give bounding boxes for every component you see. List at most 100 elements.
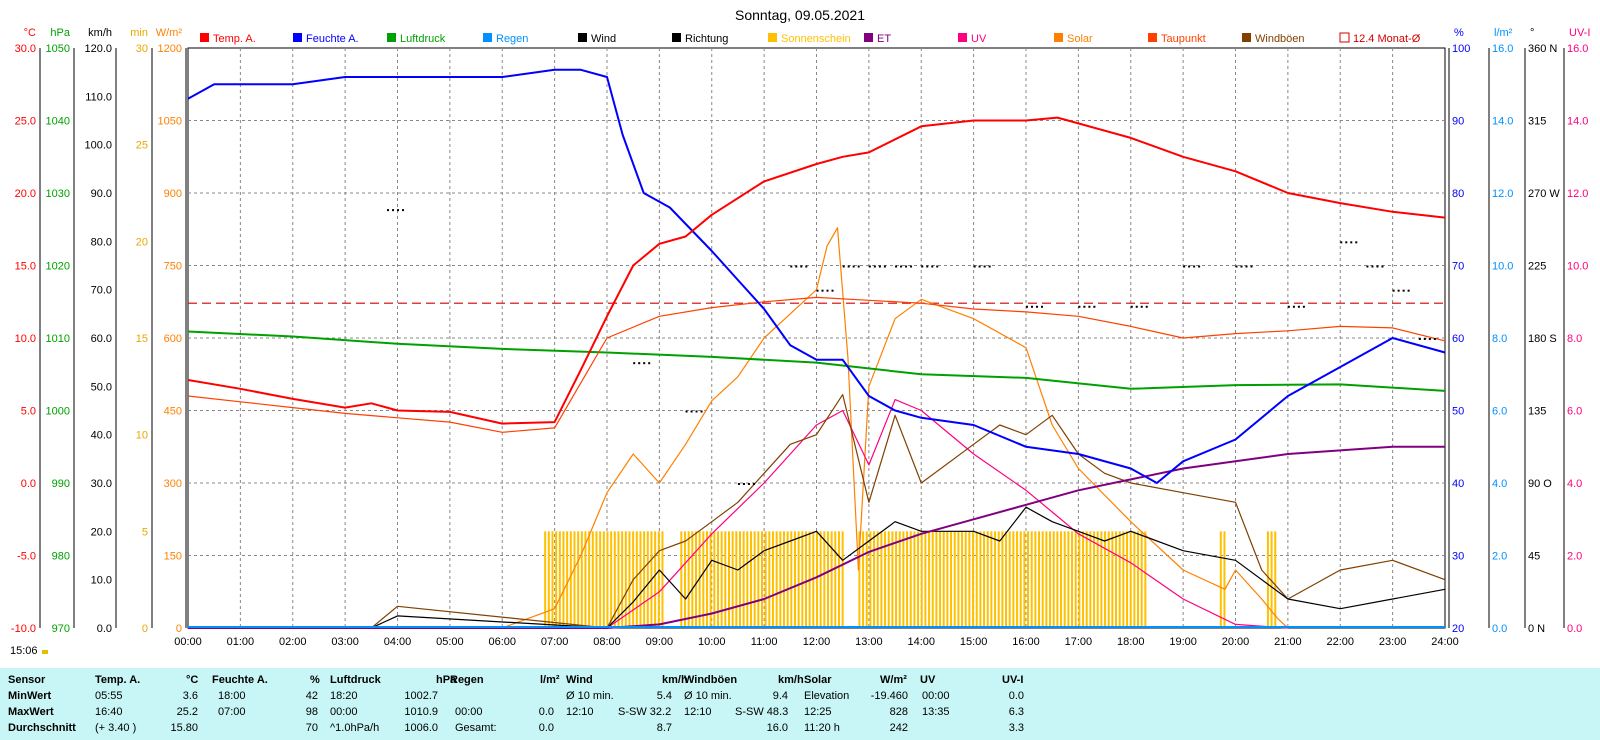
axis-tick-label: 100 (1452, 43, 1470, 55)
gusts-value: 9.4 (772, 690, 788, 702)
axis-tick-label: 70 (1452, 261, 1464, 273)
axis-tick-label: 90 (1452, 116, 1464, 128)
direction-point (1088, 305, 1091, 308)
axis-tick-label: 60.0 (91, 333, 112, 345)
direction-point (921, 265, 924, 268)
sunshine-bar (979, 531, 982, 628)
wind-time: Ø 10 min. (566, 690, 614, 702)
row-label: MaxWert (8, 706, 54, 718)
sunshine-bar (643, 531, 646, 628)
sunshine-bar (1008, 531, 1011, 628)
axis-tick-label: 90 O (1528, 478, 1552, 490)
direction-point (1292, 305, 1295, 308)
axis-unit-label: min (130, 27, 148, 39)
axis-tick-label: 980 (52, 551, 70, 563)
direction-point (1350, 241, 1353, 244)
gusts-value: 16.0 (766, 722, 788, 734)
axis-tick-label: 150 (164, 551, 182, 563)
sunshine-bar (1067, 531, 1070, 628)
sunshine-bar (957, 531, 960, 628)
x-tick-label: 12:00 (803, 636, 831, 648)
sunshine-bar (613, 531, 616, 628)
direction-point (973, 265, 976, 268)
direction-point (868, 265, 871, 268)
sunshine-bar (830, 531, 833, 628)
sunshine-bar (826, 531, 829, 628)
sunshine-bar (760, 531, 763, 628)
axis-tick-label: 12.0 (1492, 188, 1513, 200)
rain-value: 0.0 (538, 706, 554, 718)
pressure-time: 18:20 (330, 690, 358, 702)
pressure-value: 1010.9 (404, 706, 438, 718)
axis-tick-label: 20.0 (15, 188, 36, 200)
weather-chart: Sonntag, 09.05.2021 00:00 01:00 02:00 03:00 0… (11, 7, 1590, 648)
direction-point (1376, 265, 1379, 268)
axis-tick-label: 1010 (46, 333, 70, 345)
sunshine-bar (906, 531, 909, 628)
series-wind-line (188, 506, 1446, 629)
axis-tick-label: 8.0 (1492, 333, 1507, 345)
sunshine-bar (602, 531, 605, 628)
axis-tick-label: 970 (52, 623, 70, 635)
sunshine-bar (1056, 531, 1059, 628)
sunshine-bar (1100, 531, 1103, 628)
direction-point (1140, 305, 1143, 308)
legend-label: Luftdruck (400, 33, 446, 45)
sunshine-bar (606, 531, 609, 628)
direction-point (633, 362, 636, 365)
table-header: °C (186, 674, 199, 686)
legend-label: 12.4 Monat-Ø (1353, 33, 1421, 45)
sunshine-bar (1266, 531, 1269, 628)
axis-tick-label: 12.0 (1567, 188, 1588, 200)
sunshine-bar (804, 531, 807, 628)
direction-point (1407, 289, 1410, 292)
table-header: Solar (804, 674, 832, 686)
axis-tick-label: 450 (164, 406, 182, 418)
axis-tick-label: 6.0 (1492, 406, 1507, 418)
x-tick-label: 11:00 (751, 636, 778, 648)
axis-tick-label: 1050 (158, 116, 182, 128)
axis-tick-label: 15.0 (15, 261, 36, 273)
axis-unit-label: km/h (88, 27, 112, 39)
direction-point (1135, 305, 1138, 308)
sunshine-bar (544, 531, 547, 628)
table-header: l/m² (540, 674, 560, 686)
sunshine-bar (709, 531, 712, 628)
uv-value: 0.0 (1008, 690, 1024, 702)
direction-point (695, 410, 698, 413)
direction-point (1345, 241, 1348, 244)
sunshine-bar (823, 531, 826, 628)
axis-tick-label: 600 (164, 333, 182, 345)
axis-tick-label: 4.0 (1492, 478, 1507, 490)
x-tick-label: 10:00 (698, 636, 726, 648)
gusts-time: 12:10 (684, 706, 712, 718)
sunshine-bar (815, 531, 818, 628)
axis-tick-label: 990 (52, 478, 70, 490)
direction-point (1130, 305, 1133, 308)
table-header: % (310, 674, 320, 686)
sunshine-bar (858, 531, 861, 628)
x-tick-label: 00:00 (174, 636, 202, 648)
sunshine-bar (742, 531, 745, 628)
sunshine-bar (790, 531, 793, 628)
sunshine-bar (698, 531, 701, 628)
direction-point (983, 265, 986, 268)
legend-label: Regen (496, 33, 528, 45)
direction-point (816, 289, 819, 292)
direction-point (638, 362, 641, 365)
sunshine-bar (764, 531, 767, 628)
sunshine-bar (1104, 531, 1107, 628)
axis-unit-label: hPa (50, 27, 70, 39)
axis-tick-label: 0 (176, 623, 182, 635)
direction-point (1371, 265, 1374, 268)
axis-tick-label: 40 (1452, 478, 1464, 490)
table-header: Luftdruck (330, 674, 381, 686)
sunshine-bar (724, 531, 727, 628)
sunshine-bar (983, 531, 986, 628)
axis-tick-label: 30 (136, 43, 148, 55)
sunshine-bar (953, 531, 956, 628)
x-tick-label: 22:00 (1326, 636, 1354, 648)
sunshine-bar (935, 531, 938, 628)
temp-value: 15.80 (170, 722, 198, 734)
sunshine-bar (1219, 531, 1222, 628)
